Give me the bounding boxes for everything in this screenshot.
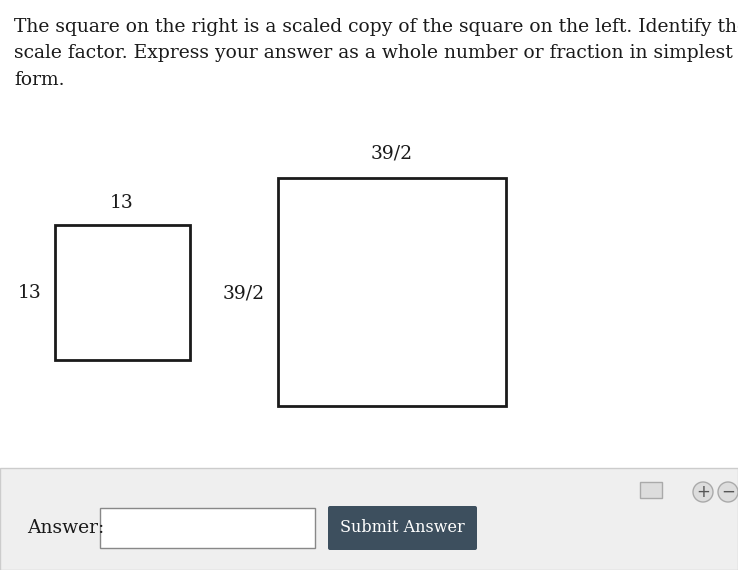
Circle shape	[693, 482, 713, 502]
Text: 39/2: 39/2	[371, 145, 413, 163]
Bar	[278, 178, 506, 406]
Bar	[640, 482, 662, 498]
Bar	[0, 468, 738, 570]
Text: +: +	[696, 483, 710, 501]
Bar	[100, 508, 315, 548]
Text: Answer:: Answer:	[27, 519, 104, 537]
Text: 13: 13	[110, 194, 134, 212]
Bar	[55, 225, 190, 360]
Text: Submit Answer: Submit Answer	[340, 519, 465, 536]
Circle shape	[718, 482, 738, 502]
Text: −: −	[721, 483, 735, 501]
Text: 39/2: 39/2	[223, 285, 265, 303]
Text: 13: 13	[18, 284, 42, 302]
FancyBboxPatch shape	[328, 506, 477, 550]
Text: The square on the right is a scaled copy of the square on the left. Identify the: The square on the right is a scaled copy…	[14, 18, 738, 89]
